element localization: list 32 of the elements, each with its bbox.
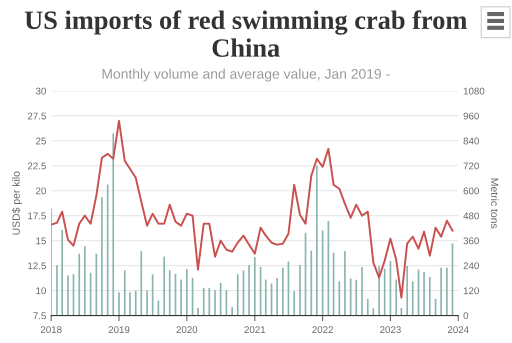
y2-tick-label: 240 [464,262,479,270]
y-tick-label: 27.5 [28,112,46,120]
y2-tick-label: 480 [463,212,479,220]
y2-tick-label: 1080 [464,88,484,95]
y2-axis-title: Metric tons [490,178,499,228]
y-tick-label: 17.5 [28,212,46,220]
y-tick-label: 22.5 [28,162,46,170]
y2-tick-label: 0 [463,312,468,320]
x-tick-label: 2024 [448,326,469,334]
chart-subtitle: Monthly volume and average value, Jan 2019 - [102,68,390,82]
y-tick-label: 12.5 [28,262,46,270]
y2-tick-label: 120 [464,287,479,294]
y-tick-label: 10 [36,287,46,294]
chart-title: US imports of red swimming crab from China [24,10,467,57]
x-tick-label: 2023 [380,326,401,334]
y2-tick-label: 600 [464,187,479,194]
x-tick-label: 2019 [108,326,130,334]
y-tick-label: 25 [36,138,46,144]
y2-tick-label: 360 [463,237,479,244]
x-tick-label: 2018 [40,326,62,334]
x-tick-label: 2022 [312,326,333,334]
y-tick-label: 20 [36,187,46,194]
y2-tick-label: 840 [464,138,479,144]
y-tick-label: 7.5 [33,312,46,320]
x-tick-label: 2021 [244,326,266,334]
line-series [51,120,454,299]
y-axis-title: USD$ per kilo [12,172,22,235]
y2-tick-label: 960 [464,112,479,120]
x-tick-label: 2020 [176,326,198,334]
y-tick-label: 15 [36,238,46,244]
y2-tick-label: 720 [464,162,479,170]
y-tick-label: 30 [36,88,46,95]
